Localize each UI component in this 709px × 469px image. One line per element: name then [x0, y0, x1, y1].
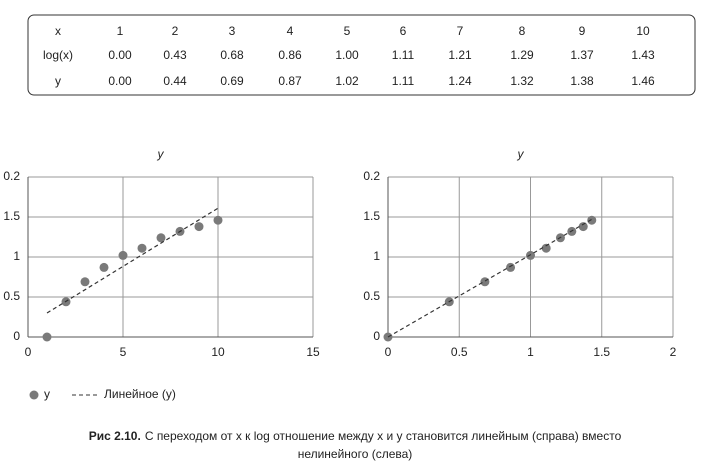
x-tick-label: 0 — [385, 345, 392, 359]
trend-line — [46, 207, 219, 314]
caption-line: нелинейного (слева) — [298, 447, 413, 461]
x-tick-label: 1 — [527, 345, 534, 359]
point — [541, 243, 551, 253]
point — [42, 332, 52, 342]
table-cell: 1.32 — [510, 74, 534, 88]
table-cell: 1.37 — [570, 48, 594, 62]
table-cell: 0.86 — [278, 48, 302, 62]
point — [587, 215, 597, 225]
table-cell: 10 — [636, 24, 650, 38]
table-cell: 9 — [579, 24, 586, 38]
table-cell: 0.00 — [108, 74, 132, 88]
table-cell: 1.29 — [510, 48, 534, 62]
y-tick-label: 1.5 — [3, 209, 20, 223]
table-cell: 0.69 — [220, 74, 244, 88]
y-tick-label: 0 — [13, 329, 20, 343]
table-cell: 3 — [229, 24, 236, 38]
caption-text: С переходом от x к log отношение между x… — [145, 429, 622, 443]
y-tick-label: 0.5 — [3, 289, 20, 303]
point — [80, 277, 90, 287]
table-cell: 2 — [172, 24, 179, 38]
point — [99, 262, 109, 272]
chart-title: y — [517, 147, 525, 161]
caption-label: Рис 2.10. — [89, 429, 141, 443]
chart-title: y — [157, 147, 165, 161]
y-tick-label: 0.5 — [363, 289, 380, 303]
point — [156, 233, 166, 243]
table-cell: 1.43 — [631, 48, 655, 62]
table-cell: 1.24 — [448, 74, 472, 88]
y-tick-label: 0.2 — [3, 169, 20, 183]
point — [578, 222, 588, 232]
x-tick-label: 10 — [211, 345, 225, 359]
table-cell: 1.00 — [335, 48, 359, 62]
table-cell: 1 — [117, 24, 124, 38]
table-cell: 1.11 — [392, 74, 415, 88]
table-cell: y — [55, 74, 61, 88]
table-cell: 0.00 — [108, 48, 132, 62]
table-cell: x — [55, 24, 61, 38]
table-cell: 1.02 — [335, 74, 359, 88]
y-tick-label: 1 — [373, 249, 380, 263]
table-cell: 7 — [457, 24, 464, 38]
table-cell: 0.44 — [163, 74, 187, 88]
table-cell: 1.46 — [631, 74, 655, 88]
table-cell: 0.43 — [163, 48, 187, 62]
x-tick-label: 15 — [306, 345, 320, 359]
table-cell: 0.87 — [278, 74, 302, 88]
legend-label: Линейное (y) — [104, 387, 176, 401]
trend-line — [387, 218, 593, 338]
table-cell: 0.68 — [220, 48, 244, 62]
table-cell: 8 — [519, 24, 526, 38]
point — [137, 243, 147, 253]
x-tick-label: 1.5 — [593, 345, 610, 359]
x-tick-label: 0.5 — [451, 345, 468, 359]
point — [506, 262, 516, 272]
x-tick-label: 5 — [120, 345, 127, 359]
y-tick-label: 0.2 — [363, 169, 380, 183]
point — [213, 215, 223, 225]
table-cell: 6 — [400, 24, 407, 38]
table-cell: 5 — [344, 24, 351, 38]
point — [118, 250, 128, 260]
table-cell: 1.11 — [392, 48, 415, 62]
legend-label: y — [44, 387, 50, 401]
table-cell: 4 — [287, 24, 294, 38]
x-tick-label: 0 — [25, 345, 32, 359]
table-cell: 1.38 — [570, 74, 594, 88]
y-tick-label: 1.5 — [363, 209, 380, 223]
table-cell: log(x) — [43, 48, 73, 62]
y-tick-label: 0 — [373, 329, 380, 343]
table-frame — [27, 14, 696, 96]
caption-line: Рис 2.10. С переходом от x к log отношени… — [89, 429, 622, 443]
table-cell: 1.21 — [448, 48, 472, 62]
y-tick-label: 1 — [13, 249, 20, 263]
point — [194, 222, 204, 232]
legend-marker — [29, 390, 39, 400]
x-tick-label: 2 — [670, 345, 677, 359]
